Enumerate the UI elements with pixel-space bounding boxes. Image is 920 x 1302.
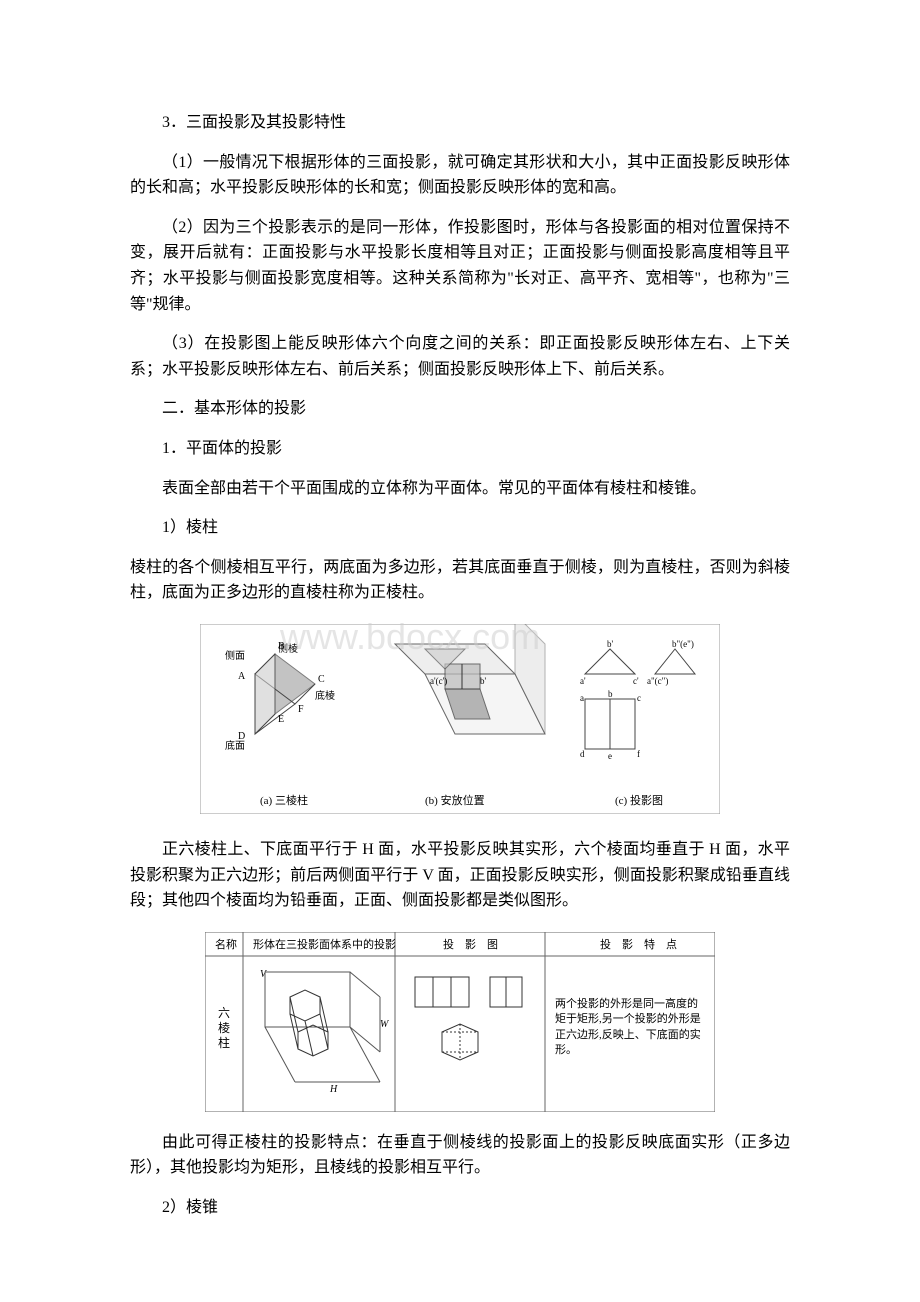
fig1-caption-b: (b) 安放位置	[425, 793, 485, 807]
svg-text:e: e	[608, 751, 612, 761]
svg-text:D: D	[238, 731, 245, 742]
svg-text:棱: 棱	[218, 1020, 230, 1035]
svg-text:柱: 柱	[218, 1035, 230, 1050]
svg-text:d: d	[580, 749, 585, 759]
table-row-name: 六	[218, 1006, 230, 1020]
section-heading-2: 二．基本形体的投影	[130, 396, 790, 422]
svg-text:侧面: 侧面	[225, 649, 245, 662]
paragraph-1: （1）一般情况下根据形体的三面投影，就可确定其形状和大小，其中正面投影反映形体的…	[130, 150, 790, 201]
subheading-pyramid: 2）棱锥	[130, 1195, 790, 1221]
prism-projection-svg: 侧面 侧棱 底棱 底面 A B C D E F (a) 三棱柱	[200, 624, 720, 814]
svg-text:c': c'	[633, 676, 639, 686]
svg-text:底棱: 底棱	[315, 689, 335, 702]
section-heading-3: 3．三面投影及其投影特性	[130, 110, 790, 136]
svg-text:a"(c"): a"(c")	[647, 676, 668, 686]
svg-text:A: A	[238, 671, 246, 682]
hex-prism-table-svg: 名称 形体在三投影面体系中的投影 投 影 图 投 影 特 点 六 棱 柱 V W	[205, 932, 715, 1112]
svg-text:a'(c'): a'(c')	[430, 676, 447, 686]
svg-text:b"(e"): b"(e")	[672, 639, 694, 649]
paragraph-4: 表面全部由若干个平面围成的立体称为平面体。常见的平面体有棱柱和棱锥。	[130, 476, 790, 502]
paragraph-2: （2）因为三个投影表示的是同一形体，作投影图时，形体与各投影面的相对位置保持不变…	[130, 215, 790, 317]
svg-text:E: E	[278, 714, 284, 725]
svg-text:B: B	[278, 641, 285, 652]
paragraph-3: （3）在投影图上能反映形体六个向度之间的关系：即正面投影反映形体左右、上下关系；…	[130, 331, 790, 382]
svg-text:b': b'	[480, 676, 487, 686]
svg-text:F: F	[298, 704, 304, 715]
svg-text:a: a	[580, 693, 584, 703]
svg-text:H: H	[329, 1084, 338, 1095]
svg-text:C: C	[318, 674, 325, 685]
subheading-prism: 1）棱柱	[130, 515, 790, 541]
paragraph-6: 正六棱柱上、下底面平行于 H 面，水平投影反映其实形，六个棱面均垂直于 H 面，…	[130, 837, 790, 914]
svg-text:b': b'	[607, 639, 614, 649]
paragraph-5: 棱柱的各个侧棱相互平行，两底面为多边形，若其底面垂直于侧棱，则为直棱柱，否则为斜…	[130, 555, 790, 606]
paragraph-7: 由此可得正棱柱的投影特点：在垂直于侧棱线的投影面上的投影反映底面实形（正多边形）…	[130, 1130, 790, 1181]
svg-text:b: b	[608, 689, 613, 699]
table-header-view: 投 影 图	[443, 937, 498, 951]
fig1-caption-c: (c) 投影图	[615, 793, 663, 807]
table-feature-text: 两个投影的外形是同一高度的矩于矩形,另一个投影的外形是正六边形,反映上、下底面的…	[555, 997, 705, 1059]
table-hexagonal-prism: 名称 形体在三投影面体系中的投影 投 影 图 投 影 特 点 六 棱 柱 V W	[130, 932, 790, 1112]
fig1-caption-a: (a) 三棱柱	[260, 793, 308, 807]
table-header-features: 投 影 特 点	[600, 937, 677, 951]
table-header-name: 名称	[215, 937, 237, 951]
svg-text:a': a'	[580, 676, 586, 686]
subheading-1: 1．平面体的投影	[130, 436, 790, 462]
figure-triangular-prism: www.bdocx.com	[130, 624, 790, 819]
table-header-system: 形体在三投影面体系中的投影	[253, 937, 396, 951]
svg-text:f: f	[637, 749, 640, 759]
svg-text:c: c	[637, 693, 641, 703]
